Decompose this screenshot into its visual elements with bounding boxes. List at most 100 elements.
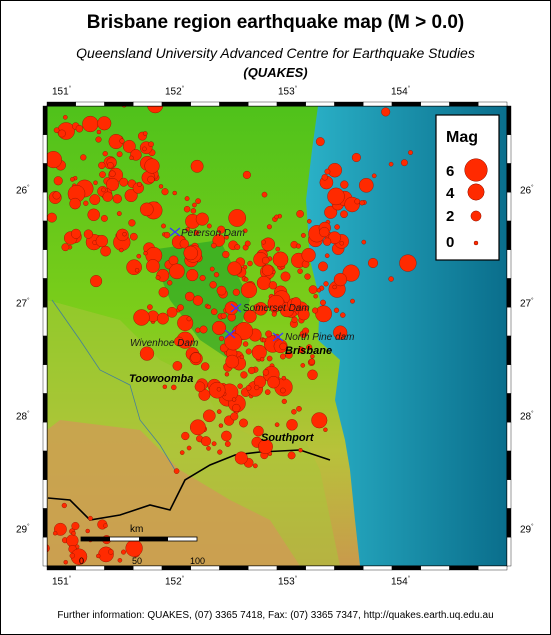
legend-label-4: 4 [446,185,455,202]
earthquake-marker [109,170,116,178]
earthquake-marker [350,298,355,304]
earthquake-marker [147,175,155,184]
earthquake-marker [130,81,140,91]
earthquake-marker [239,354,245,360]
earthquake-marker [169,83,173,87]
earthquake-marker [261,337,267,343]
lat-label-left-29: 29° [16,524,30,536]
earthquake-marker [261,239,266,245]
earthquake-marker [310,354,315,359]
earthquake-marker [381,107,391,117]
frame-tick [506,307,512,337]
frame-tick [478,565,508,571]
earthquake-marker [237,383,243,389]
earthquake-marker [212,320,227,335]
earthquake-marker [308,285,318,294]
frame-tick [276,101,306,107]
earthquake-marker [190,208,197,214]
scale-bar-label-100: 100 [190,556,205,566]
earthquake-marker [83,229,94,239]
frame-tick [506,134,512,164]
lon-label-bottom-152: 152° [165,576,185,588]
earthquake-marker [156,312,169,325]
legend-symbol-mag-0 [473,240,479,246]
earthquake-marker [217,225,226,234]
earthquake-marker [243,277,249,282]
earthquake-marker [333,273,348,287]
earthquake-marker [224,332,242,351]
earthquake-marker [125,539,143,557]
earthquake-marker [339,241,344,246]
earthquake-marker [133,309,150,326]
earthquake-marker [280,271,291,282]
earthquake-marker [82,115,99,133]
earthquake-marker [232,288,240,296]
earthquake-marker [58,129,66,138]
frame-tick [219,101,249,107]
earthquake-marker [342,264,360,282]
earthquake-marker [13,220,18,225]
map-title: Brisbane region earthquake map (M > 0.0) [86,12,465,33]
frame-tick [190,565,220,571]
earthquake-marker [71,522,80,531]
ranges-area [47,420,300,566]
frame-tick [161,565,191,571]
earthquake-marker [265,330,272,338]
earthquake-marker [268,281,278,290]
frame-tick [42,278,48,308]
earthquake-marker [122,139,136,153]
frame-tick [506,450,512,480]
dam-label-somerset: Somerset Dam [243,303,310,314]
earthquake-marker [116,151,123,158]
frame-tick [420,101,450,107]
earthquake-marker [302,327,309,335]
earthquake-marker [24,193,28,197]
earthquake-marker [225,354,239,369]
earthquake-marker [234,244,241,250]
earthquake-marker [53,127,60,133]
earthquake-marker [298,448,303,453]
earthquake-marker [319,227,330,238]
frame-tick [276,565,306,571]
earthquake-marker [266,355,273,362]
earthquake-marker [324,205,338,219]
earthquake-marker [129,155,134,161]
earthquake-marker [195,212,209,226]
frame-tick [506,422,512,452]
earthquake-marker [101,214,108,222]
earthquake-marker [300,232,306,238]
earthquake-marker [242,170,251,179]
earthquake-marker [297,346,305,354]
earthquake-marker [35,147,43,155]
earthquake-marker [400,159,408,167]
frame-tick [42,249,48,279]
lon-label-bottom-151: 151° [52,576,72,588]
frame-tick [506,163,512,193]
earthquake-marker [47,544,50,553]
frame-tick [305,101,335,107]
frame-tick [42,192,48,222]
dam-label-north-pine: North Pine dam [285,332,354,343]
earthquake-marker [251,344,267,360]
frame-tick [391,565,421,571]
earthquake-marker [333,307,340,313]
earthquake-marker [254,384,260,391]
earthquake-marker [105,177,119,191]
earthquake-marker [258,439,273,454]
frame-tick [449,565,479,571]
earthquake-marker [161,188,169,196]
frame-tick [506,364,512,394]
earthquake-marker [116,211,122,217]
earthquake-marker [304,273,311,280]
frame-tick [42,537,48,567]
earthquake-marker [272,251,289,268]
earthquake-marker [83,200,89,206]
earthquake-marker [63,115,68,120]
earthquake-marker [181,431,190,441]
earthquake-marker [279,353,286,360]
earthquake-marker [216,409,222,414]
dam-markers [169,227,284,342]
earthquake-marker [183,205,191,213]
earthquake-marker [199,325,208,334]
